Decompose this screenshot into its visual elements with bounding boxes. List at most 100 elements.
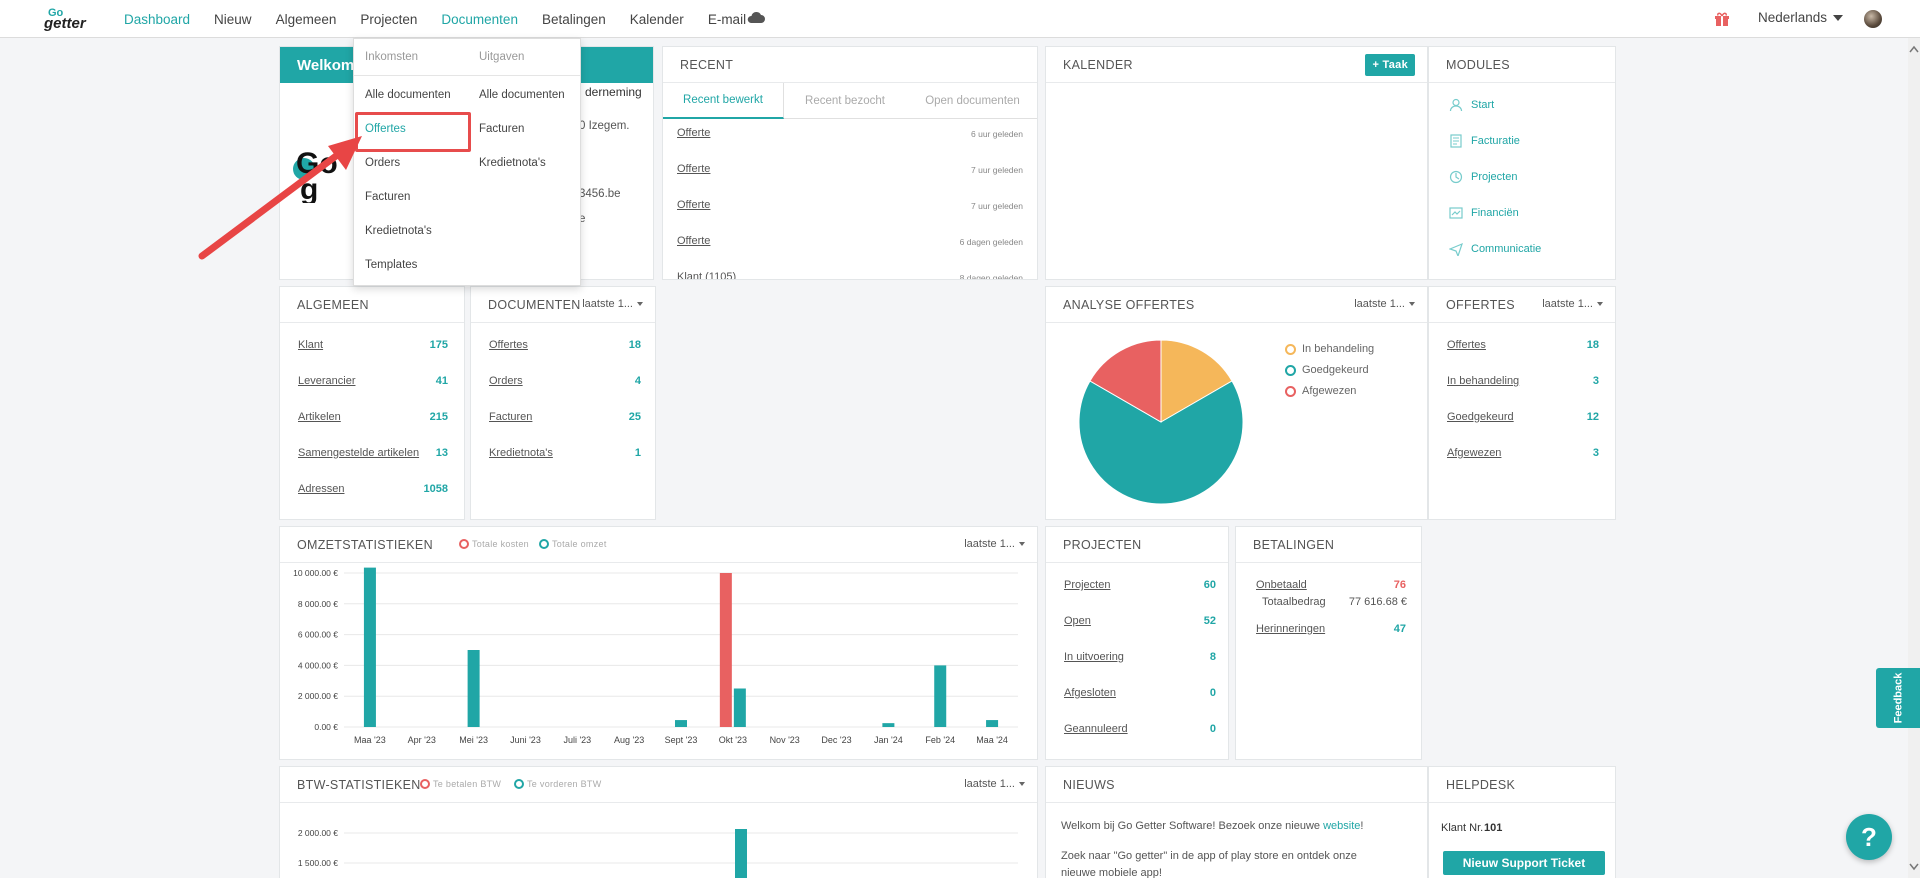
projecten-row-link[interactable]: In uitvoering <box>1064 651 1124 663</box>
nav-nieuw[interactable]: Nieuw <box>214 11 252 27</box>
welcome-company-line: derneming <box>585 85 642 99</box>
algemeen-row-value: 41 <box>435 375 448 387</box>
omzet-period-label: laatste 1... <box>964 538 1015 550</box>
nav-dashboard[interactable]: Dashboard <box>124 11 191 27</box>
algemeen-row-value: 13 <box>435 447 448 459</box>
dropdown-inkomsten-offertes[interactable]: Offertes <box>365 123 406 135</box>
page-scrollbar[interactable] <box>1908 38 1920 878</box>
offertes-row-link[interactable]: Afgewezen <box>1447 447 1502 459</box>
dropdown-inkomsten-orders[interactable]: Orders <box>365 157 401 169</box>
offertes-row-link[interactable]: In behandeling <box>1447 375 1520 387</box>
onbetaald-link[interactable]: Onbetaald <box>1256 579 1307 591</box>
projecten-row-link[interactable]: Afgesloten <box>1064 687 1116 699</box>
nav-algemeen[interactable]: Algemeen <box>275 11 337 27</box>
algemeen-row-link[interactable]: Artikelen <box>298 411 341 423</box>
news-text: Welkom bij Go Getter Software! Bezoek on… <box>1061 820 1324 832</box>
bar-totale-omzet[interactable] <box>363 567 376 727</box>
tab-recent-bewerkt[interactable]: Recent bewerkt <box>663 83 784 119</box>
algemeen-row-link[interactable]: Adressen <box>298 483 345 495</box>
legend-te-vorderen-label: Te vorderen BTW <box>527 779 602 789</box>
dropdown-inkomsten-alle-documenten[interactable]: Alle documenten <box>365 89 451 101</box>
nav-betalingen[interactable]: Betalingen <box>541 11 606 27</box>
documenten-title: DOCUMENTEN laatste 1... <box>471 287 655 323</box>
btw-period-select[interactable]: laatste 1... <box>964 778 1025 790</box>
bar-totale-omzet[interactable] <box>733 688 746 728</box>
algemeen-row-link[interactable]: Samengestelde artikelen <box>298 447 420 459</box>
kalender-panel: KALENDER + Taak <box>1045 46 1428 280</box>
btw-statistieken-panel: BTW-STATISTIEKEN Te betalen BTW Te vorde… <box>279 766 1038 878</box>
module-communicatie[interactable]: Communicatie <box>1449 242 1541 256</box>
recent-item-link[interactable]: Offerte <box>677 199 711 211</box>
recent-item-time: 7 uur geleden <box>971 201 1023 211</box>
documenten-period-select[interactable]: laatste 1... <box>582 298 643 310</box>
bar-totale-kosten[interactable] <box>719 573 732 727</box>
nav-kalender[interactable]: Kalender <box>629 11 684 27</box>
scroll-up-arrow-icon[interactable] <box>1908 44 1920 54</box>
feedback-tab[interactable]: Feedback <box>1876 668 1920 728</box>
recent-item-link[interactable]: Offerte <box>677 163 711 175</box>
nav-email[interactable]: E-mail <box>707 11 747 27</box>
nav-projecten[interactable]: Projecten <box>360 11 418 27</box>
recent-item-link[interactable]: Klant (1105) <box>677 271 737 280</box>
bar-totale-omzet[interactable] <box>467 650 480 727</box>
offertes-row-value: 18 <box>1586 339 1599 351</box>
recent-item-link[interactable]: Offerte <box>677 127 711 139</box>
website-link[interactable]: website <box>1323 820 1361 832</box>
documenten-row-link[interactable]: Orders <box>489 375 523 387</box>
recent-item-time: 8 dagen geleden <box>959 273 1023 280</box>
documenten-row-link[interactable]: Offertes <box>489 339 528 351</box>
projecten-row-link[interactable]: Projecten <box>1064 579 1111 591</box>
documenten-row-link[interactable]: Facturen <box>489 411 533 423</box>
cloud-icon[interactable] <box>746 10 766 24</box>
new-support-ticket-button[interactable]: Nieuw Support Ticket <box>1443 851 1605 875</box>
gogetter-logo[interactable]: Go getter <box>42 7 102 32</box>
herinneringen-link[interactable]: Herinneringen <box>1256 623 1326 635</box>
bar-totale-omzet[interactable] <box>986 720 999 727</box>
recent-item-link[interactable]: Offerte <box>677 235 711 247</box>
algemeen-row-link[interactable]: Leverancier <box>298 375 356 387</box>
legend-totale-kosten: Totale kosten <box>459 539 529 549</box>
module-start[interactable]: Start <box>1449 98 1494 112</box>
nav-documenten[interactable]: Documenten <box>441 11 518 27</box>
help-button[interactable]: ? <box>1846 814 1892 860</box>
dropdown-inkomsten-templates[interactable]: Templates <box>365 259 418 271</box>
projecten-row-link[interactable]: Open <box>1064 615 1091 627</box>
analyse-period-select[interactable]: laatste 1... <box>1354 298 1415 310</box>
bar-te-vorderen-btw[interactable] <box>735 829 747 878</box>
documenten-row-link[interactable]: Kredietnota's <box>489 447 553 459</box>
dropdown-inkomsten-kredietnotas[interactable]: Kredietnota's <box>365 225 432 237</box>
projecten-panel: PROJECTEN Projecten 60 Open 52 In uitvoering… <box>1045 526 1229 760</box>
bar-totale-omzet[interactable] <box>675 720 687 727</box>
y-tick-label: 4 000.00 € <box>298 660 338 670</box>
projecten-row-link[interactable]: Geannuleerd <box>1064 723 1128 735</box>
language-selector[interactable]: Nederlands <box>1758 10 1844 25</box>
x-tick-label: Maa '23 <box>354 735 386 745</box>
dropdown-inkomsten-facturen[interactable]: Facturen <box>365 191 411 203</box>
module-financien[interactable]: Financiën <box>1449 206 1519 220</box>
module-projecten[interactable]: Projecten <box>1449 170 1517 184</box>
legend-goedgekeurd-label: Goedgekeurd <box>1302 364 1369 376</box>
dropdown-uitgaven-facturen[interactable]: Facturen <box>479 123 525 135</box>
gift-icon[interactable] <box>1714 11 1730 27</box>
algemeen-row-link[interactable]: Klant <box>298 339 324 351</box>
bar-totale-omzet[interactable] <box>934 665 947 727</box>
bar-totale-omzet[interactable] <box>882 723 895 727</box>
omzet-period-select[interactable]: laatste 1... <box>964 538 1025 550</box>
dropdown-uitgaven-kredietnotas[interactable]: Kredietnota's <box>479 157 546 169</box>
offertes-row-link[interactable]: Goedgekeurd <box>1447 411 1514 423</box>
module-communicatie-label: Communicatie <box>1471 243 1542 255</box>
scroll-down-arrow-icon[interactable] <box>1908 862 1920 872</box>
pointer-arrow-annotation <box>198 136 362 260</box>
tab-open-documenten[interactable]: Open documenten <box>925 95 1020 107</box>
add-task-button[interactable]: + Taak <box>1365 54 1415 76</box>
documenten-row-value: 4 <box>634 375 641 387</box>
offertes-period-select[interactable]: laatste 1... <box>1542 298 1603 310</box>
klant-nr-label: Klant Nr. <box>1441 822 1484 834</box>
module-facturatie[interactable]: Facturatie <box>1449 134 1520 148</box>
dropdown-uitgaven-alle-documenten[interactable]: Alle documenten <box>479 89 565 101</box>
offertes-row-link[interactable]: Offertes <box>1447 339 1486 351</box>
tab-recent-bezocht[interactable]: Recent bezocht <box>805 95 885 107</box>
x-tick-label: Juli '23 <box>563 735 591 745</box>
user-avatar[interactable] <box>1864 10 1882 28</box>
kalender-title: KALENDER + Taak <box>1046 47 1427 83</box>
